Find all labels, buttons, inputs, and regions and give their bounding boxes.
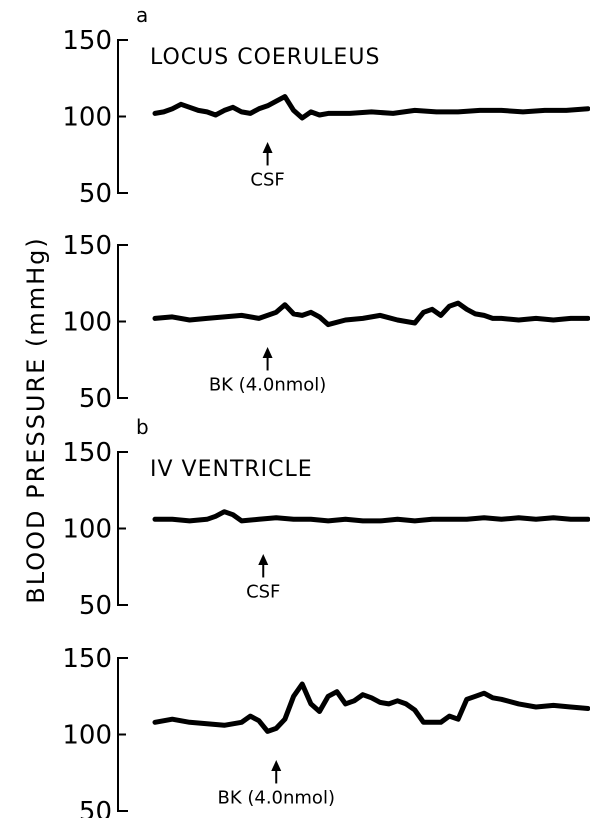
injection-label: CSF (246, 581, 280, 602)
panel-letter: b (136, 415, 149, 439)
region-label: IV VENTRICLE (150, 457, 313, 482)
y-tick-label: 100 (62, 515, 112, 545)
panel-letter: a (136, 3, 148, 27)
pressure-trace (152, 94, 590, 121)
y-tick-label: 50 (79, 591, 112, 621)
pressure-trace (152, 300, 590, 328)
panel-2: 150 100 50 BK (4.0nmol) (62, 231, 590, 414)
injection-label: BK (4.0nmol) (209, 374, 327, 395)
y-tick-label: 150 (62, 644, 112, 674)
y-tick-label: 100 (62, 721, 112, 751)
y-tick-label: 50 (79, 797, 112, 818)
injection-label: BK (4.0nmol) (217, 787, 335, 808)
pressure-trace (152, 509, 590, 524)
region-label: LOCUS COERULEUS (150, 45, 380, 70)
y-tick-label: 50 (79, 384, 112, 414)
injection-arrow-head (271, 760, 282, 772)
pressure-trace (152, 681, 590, 734)
injection-arrow-head (262, 347, 273, 359)
injection-arrow-head (262, 142, 273, 154)
y-tick-label: 150 (62, 438, 112, 468)
y-axis-label: BLOOD PRESSURE (mmHg) (22, 236, 50, 603)
y-tick-label: 150 (62, 26, 112, 56)
injection-arrow-head (258, 554, 269, 566)
panel-4: 150 100 50 BK (4.0nmol) (62, 644, 590, 818)
injection-label: CSF (250, 169, 284, 190)
y-tick-label: 100 (62, 308, 112, 338)
y-tick-label: 150 (62, 231, 112, 261)
y-tick-label: 50 (79, 179, 112, 209)
panel-3: 150 100 50 bIV VENTRICLE CSF (62, 415, 590, 621)
y-tick-label: 100 (62, 103, 112, 133)
